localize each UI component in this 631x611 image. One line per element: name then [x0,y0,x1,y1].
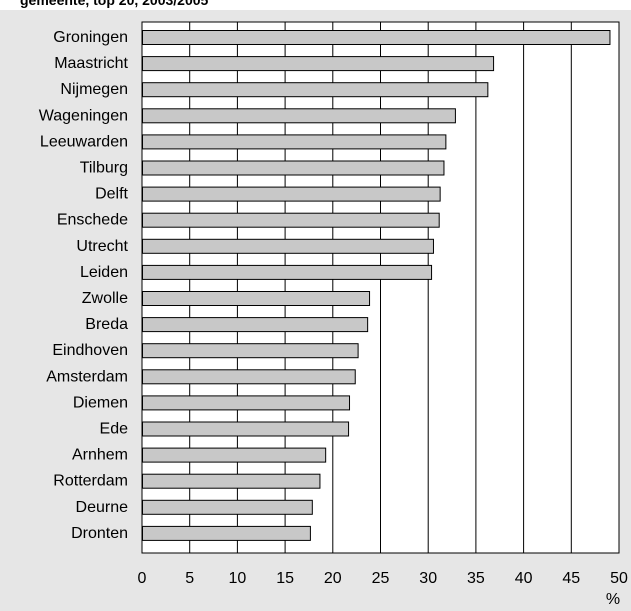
category-label: Rotterdam [53,473,128,490]
bar [142,499,313,515]
bar [142,291,371,306]
category-label: Leeuwarden [40,133,128,150]
x-tick-label: 10 [229,570,247,587]
bar [142,134,447,150]
category-label: Utrecht [76,238,128,255]
chart-title: gemeente, top 20, 2003/2005 [20,0,209,8]
bar [142,82,489,98]
x-tick-label: 30 [419,570,437,587]
category-label: Leiden [80,264,128,281]
category-label: Wageningen [39,107,128,124]
category-label: Nijmegen [60,81,128,98]
category-label: Maastricht [54,55,128,72]
category-label: Diemen [73,394,128,411]
x-tick-label: 45 [562,570,580,587]
bar [142,447,327,463]
x-tick-label: 25 [372,570,390,587]
bar [142,317,369,333]
category-label: Delft [95,186,128,203]
bar [142,369,356,385]
category-label: Tilburg [80,160,128,177]
category-label: Deurne [76,499,129,516]
chart-panel: Groningen Maastricht Nijmegen Wageningen Lee… [0,10,631,611]
category-label: Breda [85,316,128,333]
bar-chart: Groningen Maastricht Nijmegen Wageningen Lee… [39,21,628,608]
category-label: Groningen [53,29,128,46]
bar [142,186,441,202]
bar [142,56,495,72]
x-axis-unit-label: % [606,591,620,608]
bar [142,395,351,411]
category-label: Amsterdam [46,368,128,385]
x-tick-label: 5 [185,570,194,587]
bar [142,238,434,254]
bar [142,264,433,280]
x-tick-label: 0 [138,570,147,587]
x-tick-label: 40 [515,570,533,587]
x-tick-label: 50 [610,570,628,587]
category-label: Arnhem [72,447,128,464]
bars [142,30,611,541]
x-tick-label: 20 [324,570,342,587]
bar [142,343,359,359]
category-label: Enschede [57,212,128,229]
bar [142,212,440,228]
x-tick-labels: 0 5 10 15 20 25 30 35 40 45 50 [138,570,628,587]
category-labels: Groningen Maastricht Nijmegen Wageningen Lee… [39,29,129,542]
bar [142,160,445,176]
bar [142,473,321,489]
x-tick-label: 15 [276,570,294,587]
category-label: Ede [100,421,129,438]
category-label: Eindhoven [52,342,128,359]
category-label: Zwolle [82,290,128,307]
chart-title-clip: gemeente, top 20, 2003/2005 [0,0,631,10]
bar [142,525,311,541]
category-label: Dronten [71,525,128,542]
bar [142,421,350,437]
bar [142,30,611,45]
bar [142,108,456,124]
x-tick-label: 35 [467,570,485,587]
